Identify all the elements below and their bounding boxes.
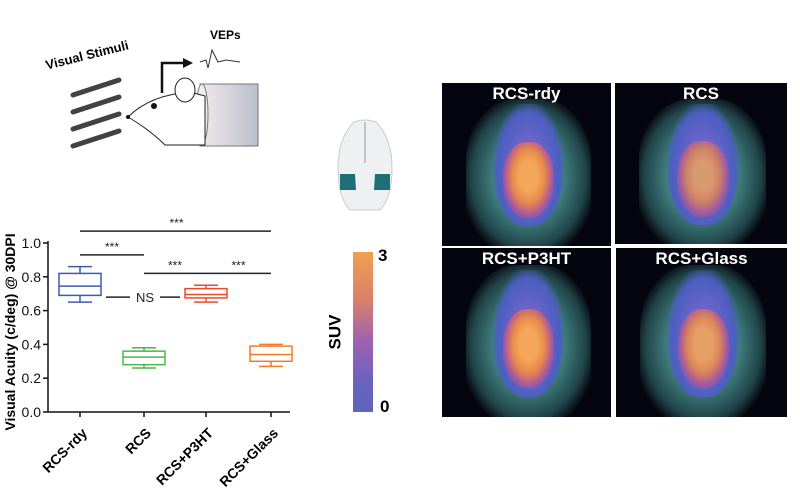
suv-colorbar bbox=[353, 252, 373, 412]
pet-panel-label: RCS-rdy bbox=[492, 84, 561, 103]
colorbar-title: SUV bbox=[325, 314, 345, 350]
box-1 bbox=[122, 350, 166, 366]
x-tick-label: RCS+Glass bbox=[216, 425, 281, 490]
y-tick-label: 0.0 bbox=[22, 404, 42, 420]
x-tick-label: RCS-rdy bbox=[39, 425, 90, 476]
box-0 bbox=[58, 272, 102, 297]
sig-label: *** bbox=[231, 258, 245, 272]
x-tick-label: RCS+P3HT bbox=[153, 424, 217, 488]
pet-panel-label: RCS+P3HT bbox=[481, 249, 572, 268]
sig-label: *** bbox=[168, 258, 182, 272]
pet-panel-rcs-rdy: RCS-rdy bbox=[442, 83, 611, 246]
box-2 bbox=[184, 287, 228, 299]
y-tick-label: 0.2 bbox=[22, 370, 42, 386]
mouse-illustration bbox=[70, 48, 259, 149]
sig-label: NS bbox=[136, 290, 154, 305]
pet-panel-rcs-glass: RCS+Glass bbox=[616, 248, 787, 417]
brain-3d-icon bbox=[337, 119, 393, 211]
sig-label: *** bbox=[169, 216, 183, 230]
y-axis-label: Visual Acuity (c/deg) @ 30DPI bbox=[2, 233, 18, 430]
pet-panel-rcs: RCS bbox=[615, 83, 787, 244]
colorbar-min-label: 0 bbox=[380, 397, 390, 416]
colorbar-max-label: 3 bbox=[378, 246, 388, 265]
x-tick-label: RCS bbox=[122, 425, 154, 457]
pet-panel-label: RCS bbox=[683, 84, 719, 103]
y-tick-label: 0.4 bbox=[22, 336, 42, 352]
box-3 bbox=[249, 345, 293, 363]
pet-panel-rcs-p3ht: RCS+P3HT bbox=[442, 248, 611, 417]
y-tick-label: 0.8 bbox=[22, 269, 42, 285]
pet-panel-label: RCS+Glass bbox=[655, 249, 748, 268]
veps-label: VEPs bbox=[210, 28, 241, 42]
y-tick-label: 1.0 bbox=[22, 235, 42, 251]
sig-label: *** bbox=[105, 240, 119, 254]
y-tick-label: 0.6 bbox=[22, 303, 42, 319]
